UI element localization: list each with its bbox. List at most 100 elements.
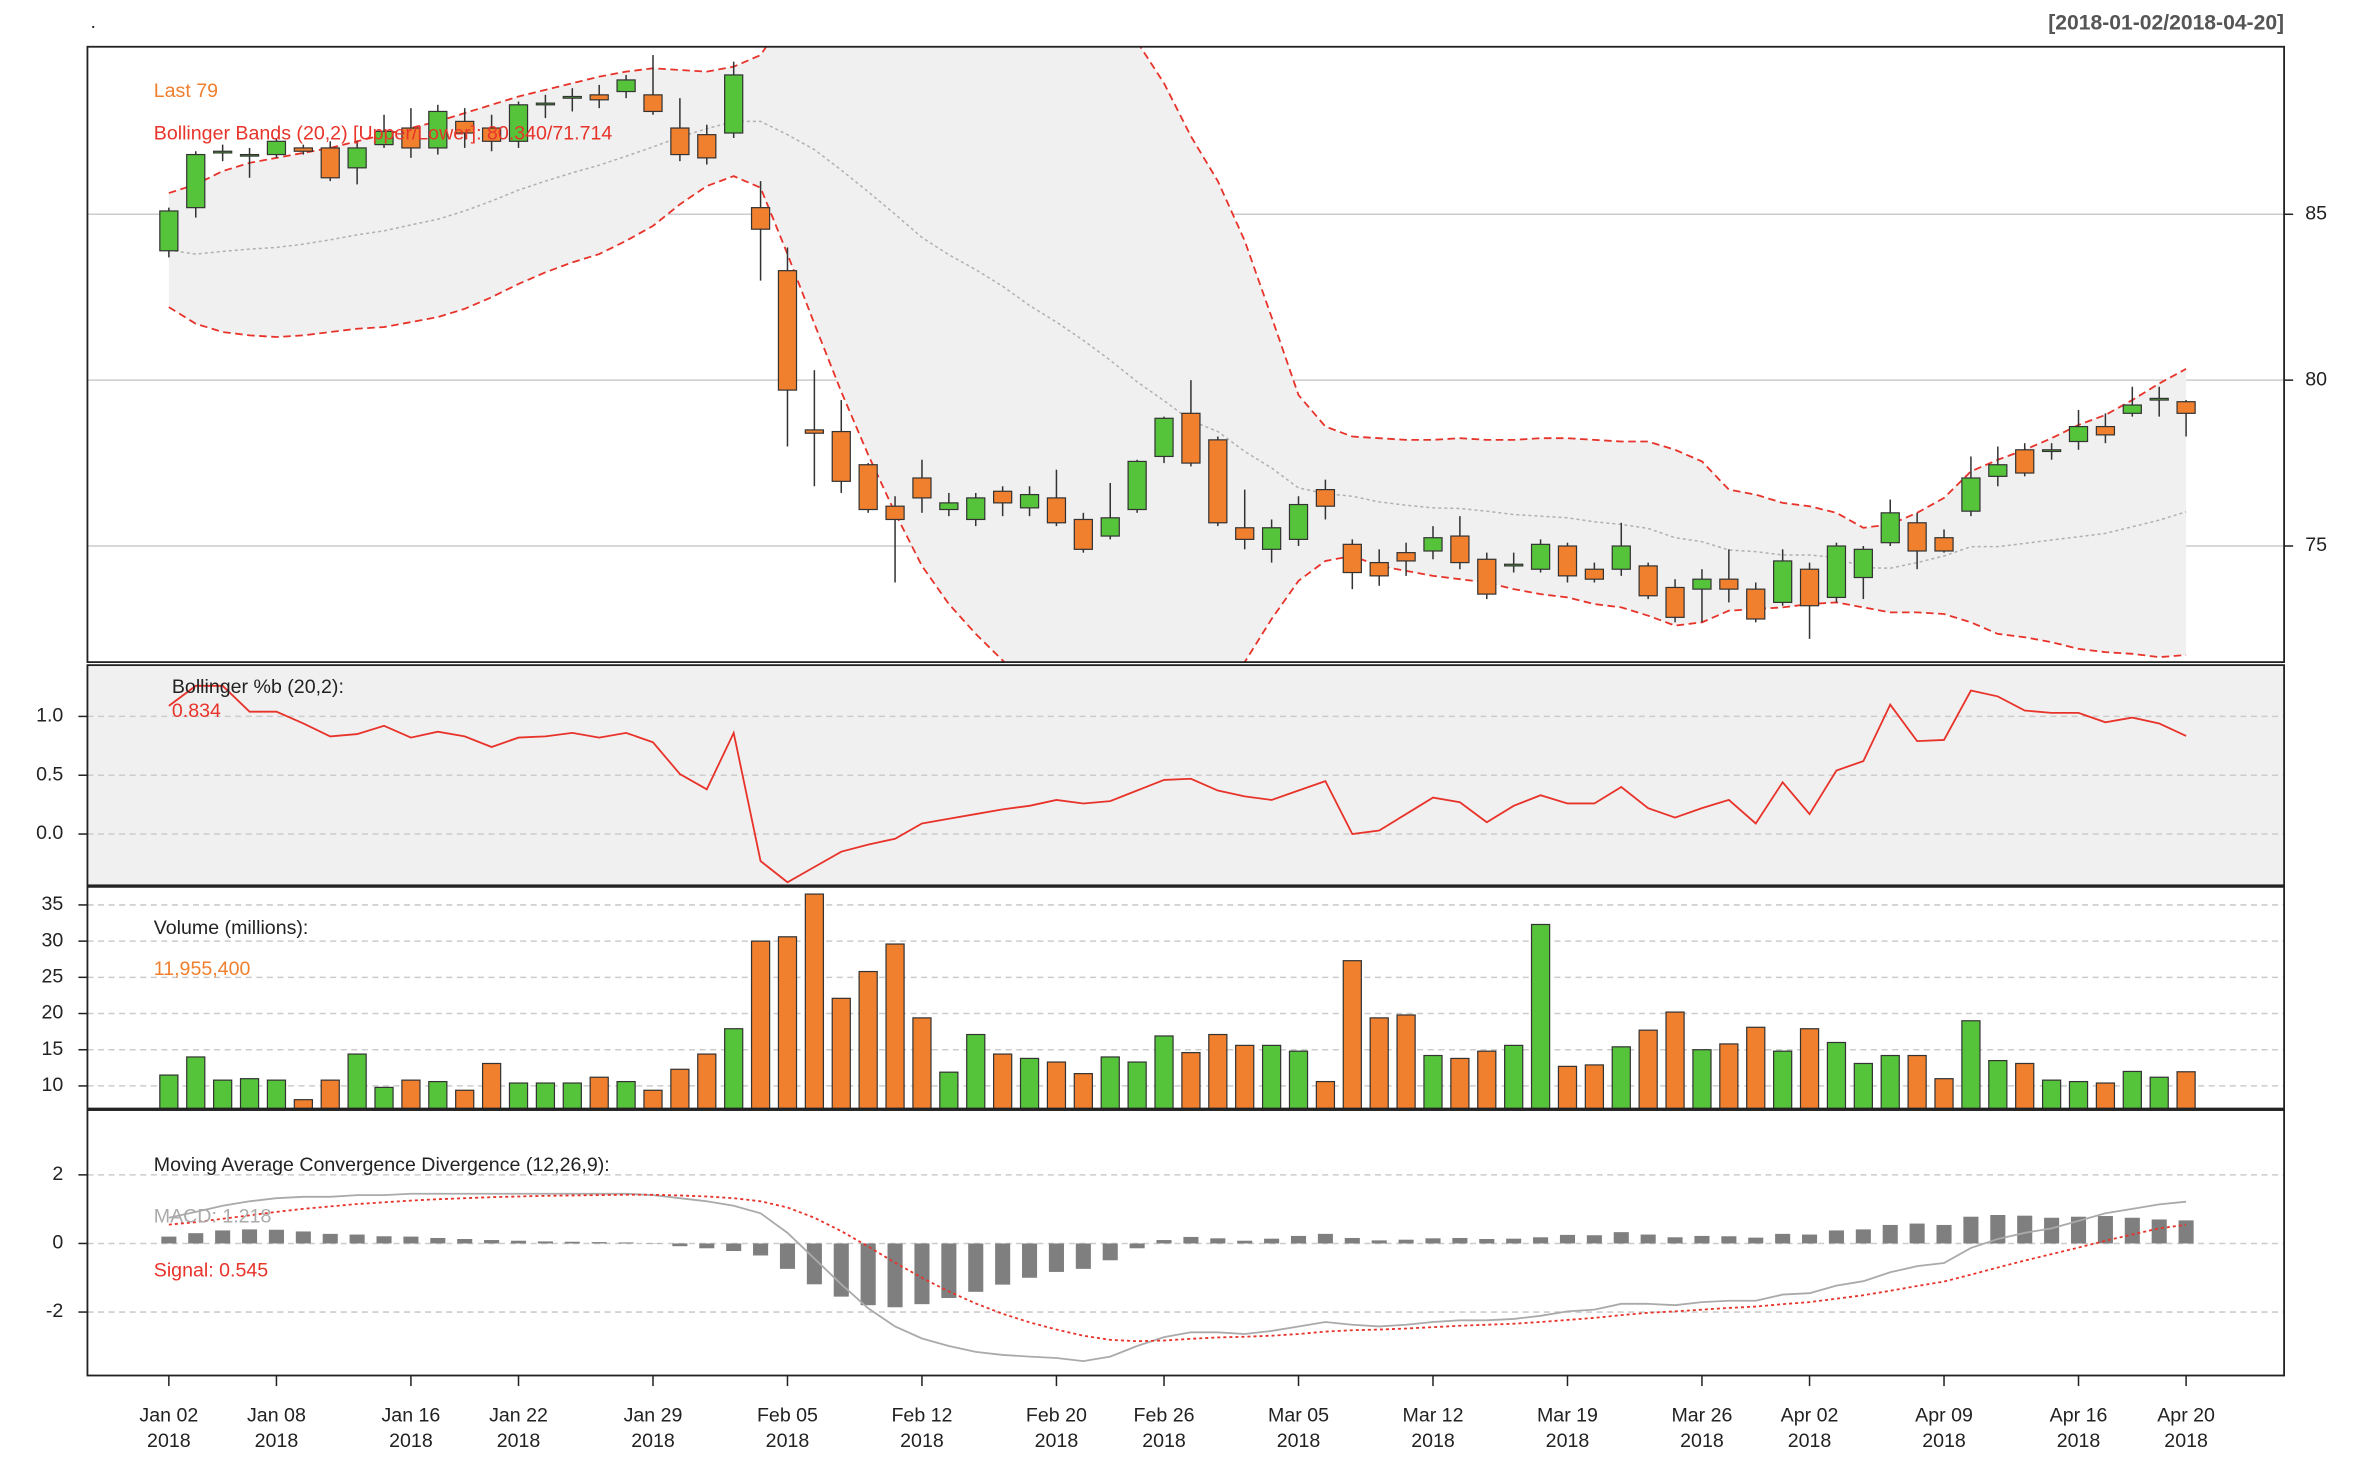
volume-bar	[1826, 1041, 1847, 1110]
volume-bar	[2122, 1070, 2142, 1110]
candle-body	[1315, 489, 1336, 507]
candle-body	[1154, 417, 1174, 458]
candle-body	[347, 147, 367, 169]
histogram-bar	[1264, 1238, 1280, 1244]
x-tick-label: 2018	[2164, 1430, 2208, 1452]
y-tick-label: 85	[2305, 202, 2327, 224]
label-layer: Last 79 Bollinger Bands (20,2) [Upper/Lo…	[154, 80, 613, 1281]
candle-body	[966, 497, 986, 521]
histogram-bar	[537, 1241, 553, 1244]
y-tick-label: 35	[42, 893, 64, 915]
histogram-bar	[1102, 1243, 1118, 1261]
histogram-bar	[753, 1243, 769, 1256]
volume-bar	[455, 1089, 475, 1110]
value-label: 11,955,400	[154, 958, 251, 980]
histogram-bar	[430, 1237, 446, 1244]
histogram-bar	[403, 1236, 419, 1244]
macd-line	[168, 1193, 2187, 1343]
histogram-bar	[1425, 1238, 1441, 1244]
volume-bar	[1450, 1057, 1470, 1110]
volume-bar	[1665, 1011, 1685, 1110]
x-tick-label: Jan 16	[382, 1404, 441, 1426]
x-tick-label: Jan 08	[247, 1404, 306, 1426]
volume-bar	[535, 1082, 556, 1110]
volume-bar	[1396, 1014, 1416, 1110]
histogram-bar	[968, 1243, 984, 1292]
candle-body	[508, 104, 529, 142]
y-tick-label: 80	[2305, 368, 2327, 390]
value-label: 0.834	[172, 700, 221, 722]
histogram-bar	[591, 1242, 607, 1244]
volume-bar	[1746, 1026, 1766, 1110]
candle-body	[1638, 565, 1658, 597]
volume-bar	[1799, 1028, 1820, 1110]
histogram-bar	[242, 1229, 258, 1244]
candle-body	[804, 429, 825, 434]
volume-bar	[1611, 1046, 1631, 1110]
panel-frame	[86, 885, 2285, 1110]
candle-body	[993, 490, 1013, 504]
volume-bar	[1208, 1033, 1228, 1110]
volume-bar	[1342, 960, 1362, 1110]
candle-body	[1853, 548, 1873, 579]
candle-body	[1988, 464, 2008, 477]
x-tick-label: Apr 02	[1781, 1404, 1839, 1426]
band-group	[168, 46, 2187, 663]
candle-body	[2176, 401, 2196, 414]
x-tick-label: Mar 19	[1537, 1404, 1598, 1426]
candle-body	[885, 505, 905, 521]
volume-bar	[481, 1062, 502, 1110]
volume-bar	[1235, 1044, 1255, 1110]
histogram-bar	[1022, 1243, 1038, 1278]
volume-bar	[1073, 1073, 1093, 1110]
x-tick-label: 2018	[1546, 1430, 1590, 1452]
candle-body	[2095, 425, 2116, 436]
histogram-bar	[1533, 1237, 1549, 1244]
y-tick-label: -2	[46, 1300, 63, 1322]
histogram-bar	[1882, 1224, 1898, 1244]
candle-body	[1046, 497, 1067, 524]
candle-body	[401, 127, 421, 149]
candle-body	[239, 153, 260, 157]
candle-body	[455, 120, 475, 134]
x-tick-label: 2018	[1411, 1430, 1455, 1452]
histogram-bar	[376, 1236, 392, 1244]
histogram-bar	[887, 1243, 903, 1308]
candle-body	[2068, 425, 2089, 443]
histogram-bar	[2017, 1215, 2033, 1244]
volume-bar	[428, 1080, 448, 1110]
histogram-bar	[1667, 1237, 1683, 1244]
candle-body	[562, 95, 582, 99]
x-tick-label: 2018	[631, 1430, 675, 1452]
volume-bar	[966, 1033, 986, 1110]
volume-bar	[589, 1076, 609, 1110]
candle-body	[1127, 460, 1147, 511]
volume-bar	[1853, 1062, 1873, 1110]
histogram-bar	[995, 1243, 1011, 1285]
histogram-bar	[1748, 1237, 1764, 1244]
volume-bar	[1100, 1056, 1120, 1110]
candle-body	[750, 207, 771, 230]
histogram-bar	[1317, 1233, 1333, 1244]
histogram-bar	[2070, 1216, 2087, 1244]
x-tick-label: 2018	[147, 1430, 191, 1452]
legend-entry: Signal: 0.545	[154, 1260, 268, 1282]
y-tick-label: 30	[42, 929, 64, 951]
candle-body	[724, 74, 744, 134]
candle-body	[1288, 503, 1309, 540]
histogram-bar	[322, 1233, 338, 1244]
volume-bar	[293, 1099, 313, 1110]
candle-body	[1100, 517, 1120, 537]
volume-bar	[1557, 1065, 1578, 1110]
x-tick-label: 2018	[766, 1430, 810, 1452]
candle-body	[1773, 560, 1793, 604]
histogram-bar	[484, 1240, 500, 1244]
x-tick-label: Mar 26	[1671, 1404, 1732, 1426]
histogram-bar	[188, 1233, 204, 1244]
chart-name: .	[90, 11, 95, 33]
volume-bar	[239, 1078, 260, 1110]
histogram-bar	[1156, 1240, 1172, 1244]
volume-bar	[858, 970, 878, 1110]
histogram-bar	[2097, 1216, 2113, 1244]
volume-bar	[2068, 1080, 2089, 1110]
